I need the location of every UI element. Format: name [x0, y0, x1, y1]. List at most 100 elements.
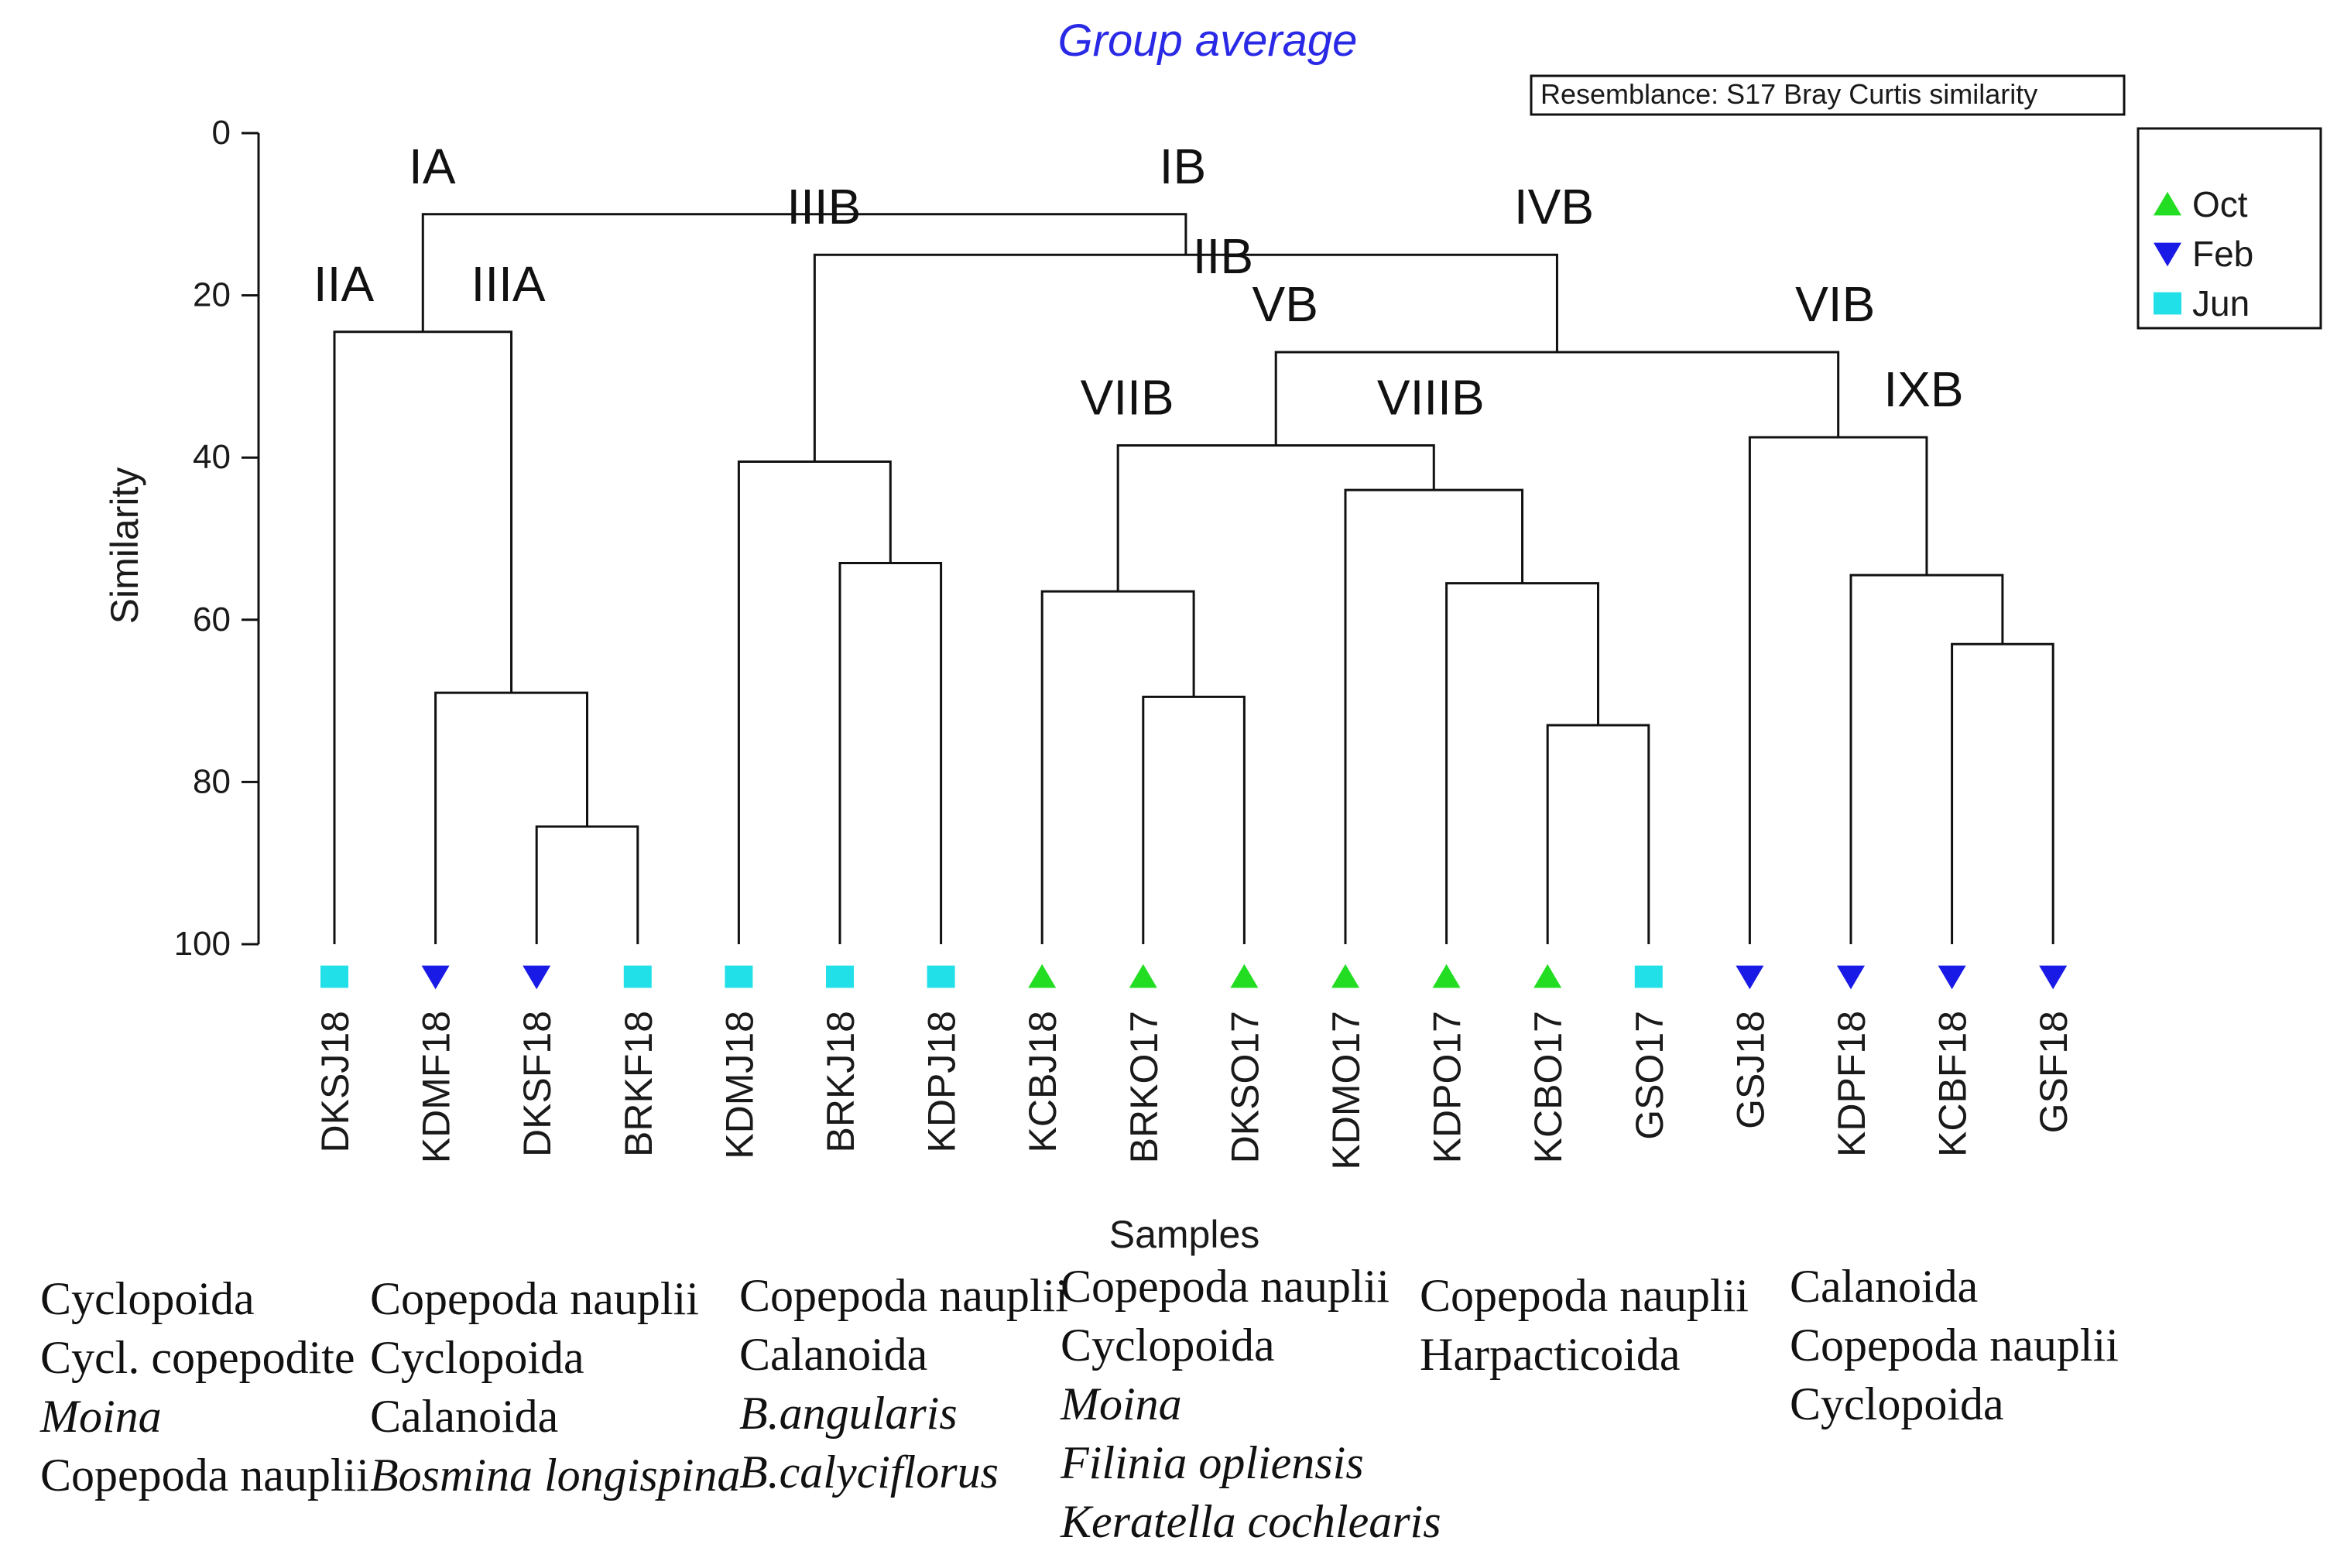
- legend-label: Jun: [2192, 283, 2250, 324]
- sample-label: KDMO17: [1324, 1011, 1368, 1170]
- sample-markers: [320, 964, 2068, 990]
- sample-marker: [623, 965, 652, 988]
- sample-marker: [1938, 965, 1966, 990]
- sample-marker: [1634, 965, 1663, 988]
- y-tick-label: 0: [212, 114, 231, 152]
- sample-label: BRKO17: [1122, 1011, 1166, 1163]
- taxon-name: Copepoda nauplii: [40, 1450, 369, 1501]
- sample-marker: [826, 965, 854, 988]
- group-label: IXB: [1883, 361, 1963, 417]
- resemblance-text: Resemblance: S17 Bray Curtis similarity: [1540, 78, 2037, 110]
- chart-title: Group average: [1058, 15, 1358, 66]
- taxon-name: Bosmina longispina: [370, 1450, 741, 1501]
- taxon-name: B.calyciflorus: [739, 1446, 999, 1498]
- taxa-group: Calanoida Copepoda nauplii Cyclopoida: [1790, 1257, 2119, 1433]
- sample-label: KDMF18: [415, 1011, 458, 1163]
- sample-labels: DKSJ18 KDMF18 DKSF18 BRKF18 KDMJ18 BRKJ18 KDPJ…: [314, 1011, 2075, 1170]
- y-tick-label: 60: [193, 601, 231, 638]
- dendrogram-tree: [333, 213, 2054, 944]
- group-label: IVB: [1514, 179, 1594, 235]
- taxon-name: Cyclopoida: [370, 1332, 584, 1383]
- dendrogram-link: [1748, 436, 1928, 944]
- sample-label: BRKJ18: [819, 1011, 862, 1152]
- group-label: IIA: [314, 256, 375, 312]
- taxon-name: Cyclopoida: [1061, 1320, 1275, 1371]
- dendrogram-link: [1546, 724, 1650, 944]
- taxa-group: Copepoda nauplii Cyclopoida Moina Filinia o…: [1061, 1257, 1441, 1551]
- resemblance-frame: [1530, 74, 2126, 116]
- sample-marker: [320, 965, 348, 988]
- dendrogram-link: [838, 561, 943, 944]
- legend-marker: [2154, 191, 2181, 216]
- taxon-name: Cyclopoida: [1790, 1378, 2004, 1429]
- resemblance-box: Resemblance: S17 Bray Curtis similarity: [1530, 74, 2126, 116]
- sample-marker: [1230, 964, 1259, 988]
- sample-marker: [421, 965, 450, 990]
- taxon-name: Copepoda nauplii: [370, 1273, 699, 1324]
- taxon-name: B.angularis: [739, 1388, 958, 1439]
- group-label: IIB: [1193, 228, 1253, 284]
- sample-label: GSO17: [1628, 1011, 1671, 1140]
- group-label: IA: [409, 139, 456, 194]
- dendrogram-link: [1040, 590, 1195, 944]
- group-label: VIB: [1795, 276, 1875, 332]
- y-tick-label: 100: [174, 925, 231, 963]
- taxon-name: Copepoda nauplii: [1790, 1320, 2119, 1371]
- sample-label: GSF18: [2032, 1011, 2075, 1133]
- sample-label: DKSF18: [516, 1011, 559, 1157]
- taxa-group: Copepoda nauplii Calanoida B.angularis B.ca…: [739, 1266, 1068, 1501]
- sample-marker: [725, 965, 753, 988]
- group-label: VIIB: [1081, 369, 1174, 425]
- legend: Oct Feb Jun: [2137, 127, 2322, 330]
- y-axis-label: Similarity: [103, 467, 146, 625]
- dendrogram-link: [1849, 573, 2004, 944]
- y-tick-label: 80: [193, 762, 231, 800]
- taxon-name: Calanoida: [739, 1329, 928, 1380]
- taxa-group: Copepoda nauplii Harpacticoida: [1420, 1266, 1749, 1384]
- group-label: VB: [1252, 276, 1318, 332]
- sample-label: BRKF18: [617, 1011, 660, 1157]
- dendrogram-link: [421, 213, 1187, 332]
- dendrogram-link: [535, 825, 639, 944]
- group-label: IB: [1160, 139, 1206, 194]
- x-axis-label: Samples: [1109, 1213, 1260, 1256]
- legend-marker: [2154, 242, 2181, 267]
- taxon-name: Harpacticoida: [1420, 1329, 1681, 1380]
- sample-marker: [927, 965, 955, 988]
- group-label: IIIA: [471, 256, 546, 312]
- sample-marker: [1432, 964, 1461, 988]
- sample-label: KDPO17: [1426, 1011, 1469, 1163]
- sample-label: KCBF18: [1931, 1011, 1975, 1157]
- sample-marker: [523, 965, 551, 990]
- sample-marker: [2039, 965, 2068, 990]
- taxon-name: Copepoda nauplii: [1061, 1261, 1390, 1312]
- taxa-group: Copepoda nauplii Cyclopoida Calanoida Bosmi…: [370, 1269, 740, 1505]
- dendrogram-link: [1951, 642, 2054, 944]
- y-tick-label: 20: [193, 276, 231, 314]
- taxon-name: Filinia opliensis: [1061, 1437, 1364, 1488]
- dendrogram-link: [1344, 488, 1524, 944]
- sample-label: DKSO17: [1223, 1011, 1266, 1163]
- y-axis: 0 20 40 60 80 100: [174, 114, 260, 963]
- sample-label: KCBO17: [1527, 1011, 1570, 1163]
- sample-marker: [1028, 964, 1057, 988]
- legend-label: Feb: [2192, 234, 2253, 274]
- taxon-name: Copepoda nauplii: [1420, 1270, 1749, 1321]
- taxon-name: Cyclopoida: [40, 1273, 255, 1324]
- taxon-name: Cycl. copepodite: [40, 1332, 355, 1383]
- taxon-name: Copepoda nauplii: [739, 1270, 1068, 1321]
- dendrogram-link: [813, 253, 1558, 462]
- sample-marker: [1736, 965, 1764, 990]
- group-labels: IA IB IIA IIIA IIB IIIB IVB VB VIB VIIB VIIIB IXB: [314, 139, 1964, 426]
- dendrogram-link: [737, 460, 892, 944]
- dendrogram-link: [1445, 582, 1599, 944]
- legend-label: Oct: [2192, 184, 2248, 224]
- sample-label: KDPF18: [1830, 1011, 1873, 1157]
- group-label: IIIB: [786, 179, 861, 235]
- sample-marker: [1129, 964, 1157, 988]
- sample-marker: [1837, 965, 1865, 990]
- sample-marker: [1533, 964, 1562, 988]
- sample-marker: [1331, 964, 1359, 988]
